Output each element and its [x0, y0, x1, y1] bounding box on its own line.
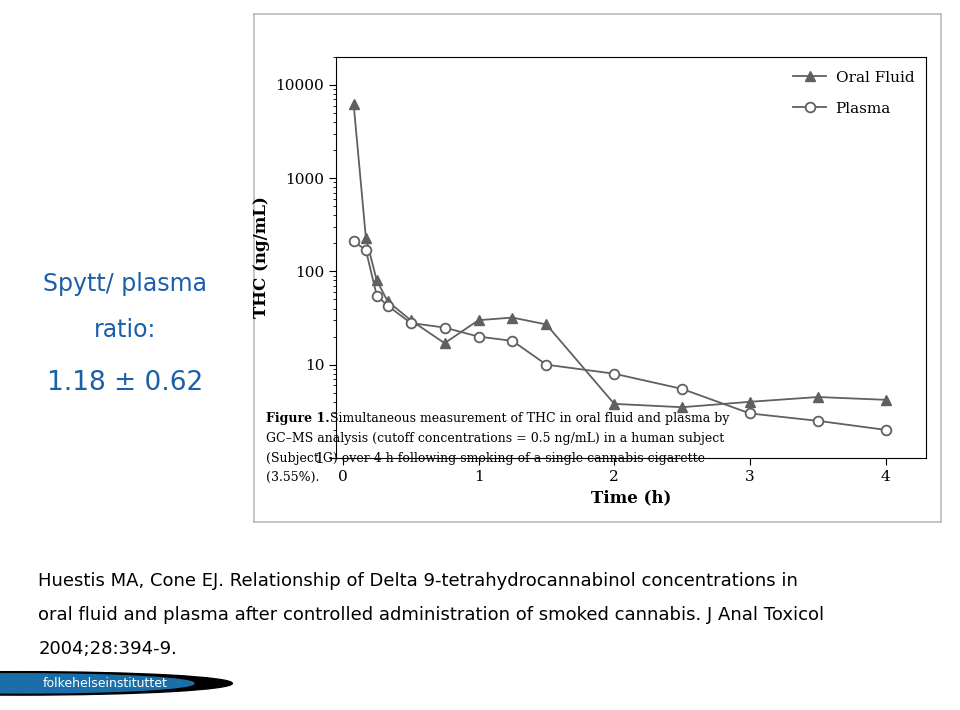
Oral Fluid: [677, 403, 688, 412]
Y-axis label: THC (ng/mL): THC (ng/mL): [252, 197, 270, 318]
Plasma: [371, 291, 382, 300]
Oral Fluid: [348, 100, 359, 109]
Text: GC–MS analysis (cutoff concentrations = 0.5 ng/mL) in a human subject: GC–MS analysis (cutoff concentrations = …: [266, 432, 724, 444]
Oral Fluid: [405, 316, 417, 324]
Oral Fluid: [880, 395, 892, 404]
Plasma: [382, 301, 394, 310]
Plasma: [677, 385, 688, 393]
Text: (Subject G) over 4 h following smoking of a single cannabis cigarette: (Subject G) over 4 h following smoking o…: [266, 452, 705, 464]
Line: Plasma: Plasma: [348, 236, 891, 435]
Oral Fluid: [540, 320, 552, 329]
Text: 2004;28:394-9.: 2004;28:394-9.: [38, 640, 178, 657]
Plasma: [405, 319, 417, 327]
Line: Oral Fluid: Oral Fluid: [348, 99, 891, 412]
X-axis label: Time (h): Time (h): [591, 489, 671, 506]
Oral Fluid: [371, 276, 382, 285]
Oral Fluid: [382, 297, 394, 305]
Oral Fluid: [439, 339, 450, 347]
Plasma: [744, 409, 756, 417]
Circle shape: [0, 674, 194, 693]
Plasma: [439, 323, 450, 332]
Oral Fluid: [609, 400, 620, 408]
Text: Figure 1.: Figure 1.: [266, 412, 329, 425]
Text: 1.18 ± 0.62: 1.18 ± 0.62: [47, 371, 203, 396]
Plasma: [609, 369, 620, 378]
Plasma: [507, 337, 518, 345]
Plasma: [812, 417, 824, 425]
Plasma: [348, 237, 359, 246]
Oral Fluid: [507, 313, 518, 322]
Circle shape: [0, 672, 232, 695]
Text: Spytt/ plasma: Spytt/ plasma: [43, 272, 206, 296]
Text: ratio:: ratio:: [94, 318, 156, 342]
Legend: Oral Fluid, Plasma: Oral Fluid, Plasma: [788, 65, 919, 121]
Oral Fluid: [360, 234, 372, 242]
Text: folkehelseinstituttet: folkehelseinstituttet: [43, 677, 168, 690]
Oral Fluid: [812, 393, 824, 401]
Plasma: [472, 332, 484, 341]
Text: Simultaneous measurement of THC in oral fluid and plasma by: Simultaneous measurement of THC in oral …: [326, 412, 730, 425]
Text: (3.55%).: (3.55%).: [266, 471, 320, 484]
Plasma: [360, 246, 372, 254]
Oral Fluid: [472, 316, 484, 324]
Plasma: [880, 425, 892, 434]
Text: oral fluid and plasma after controlled administration of smoked cannabis. J Anal: oral fluid and plasma after controlled a…: [38, 606, 825, 623]
Plasma: [540, 361, 552, 369]
Oral Fluid: [744, 398, 756, 406]
Text: Huestis MA, Cone EJ. Relationship of Delta 9-tetrahydrocannabinol concentrations: Huestis MA, Cone EJ. Relationship of Del…: [38, 572, 799, 589]
